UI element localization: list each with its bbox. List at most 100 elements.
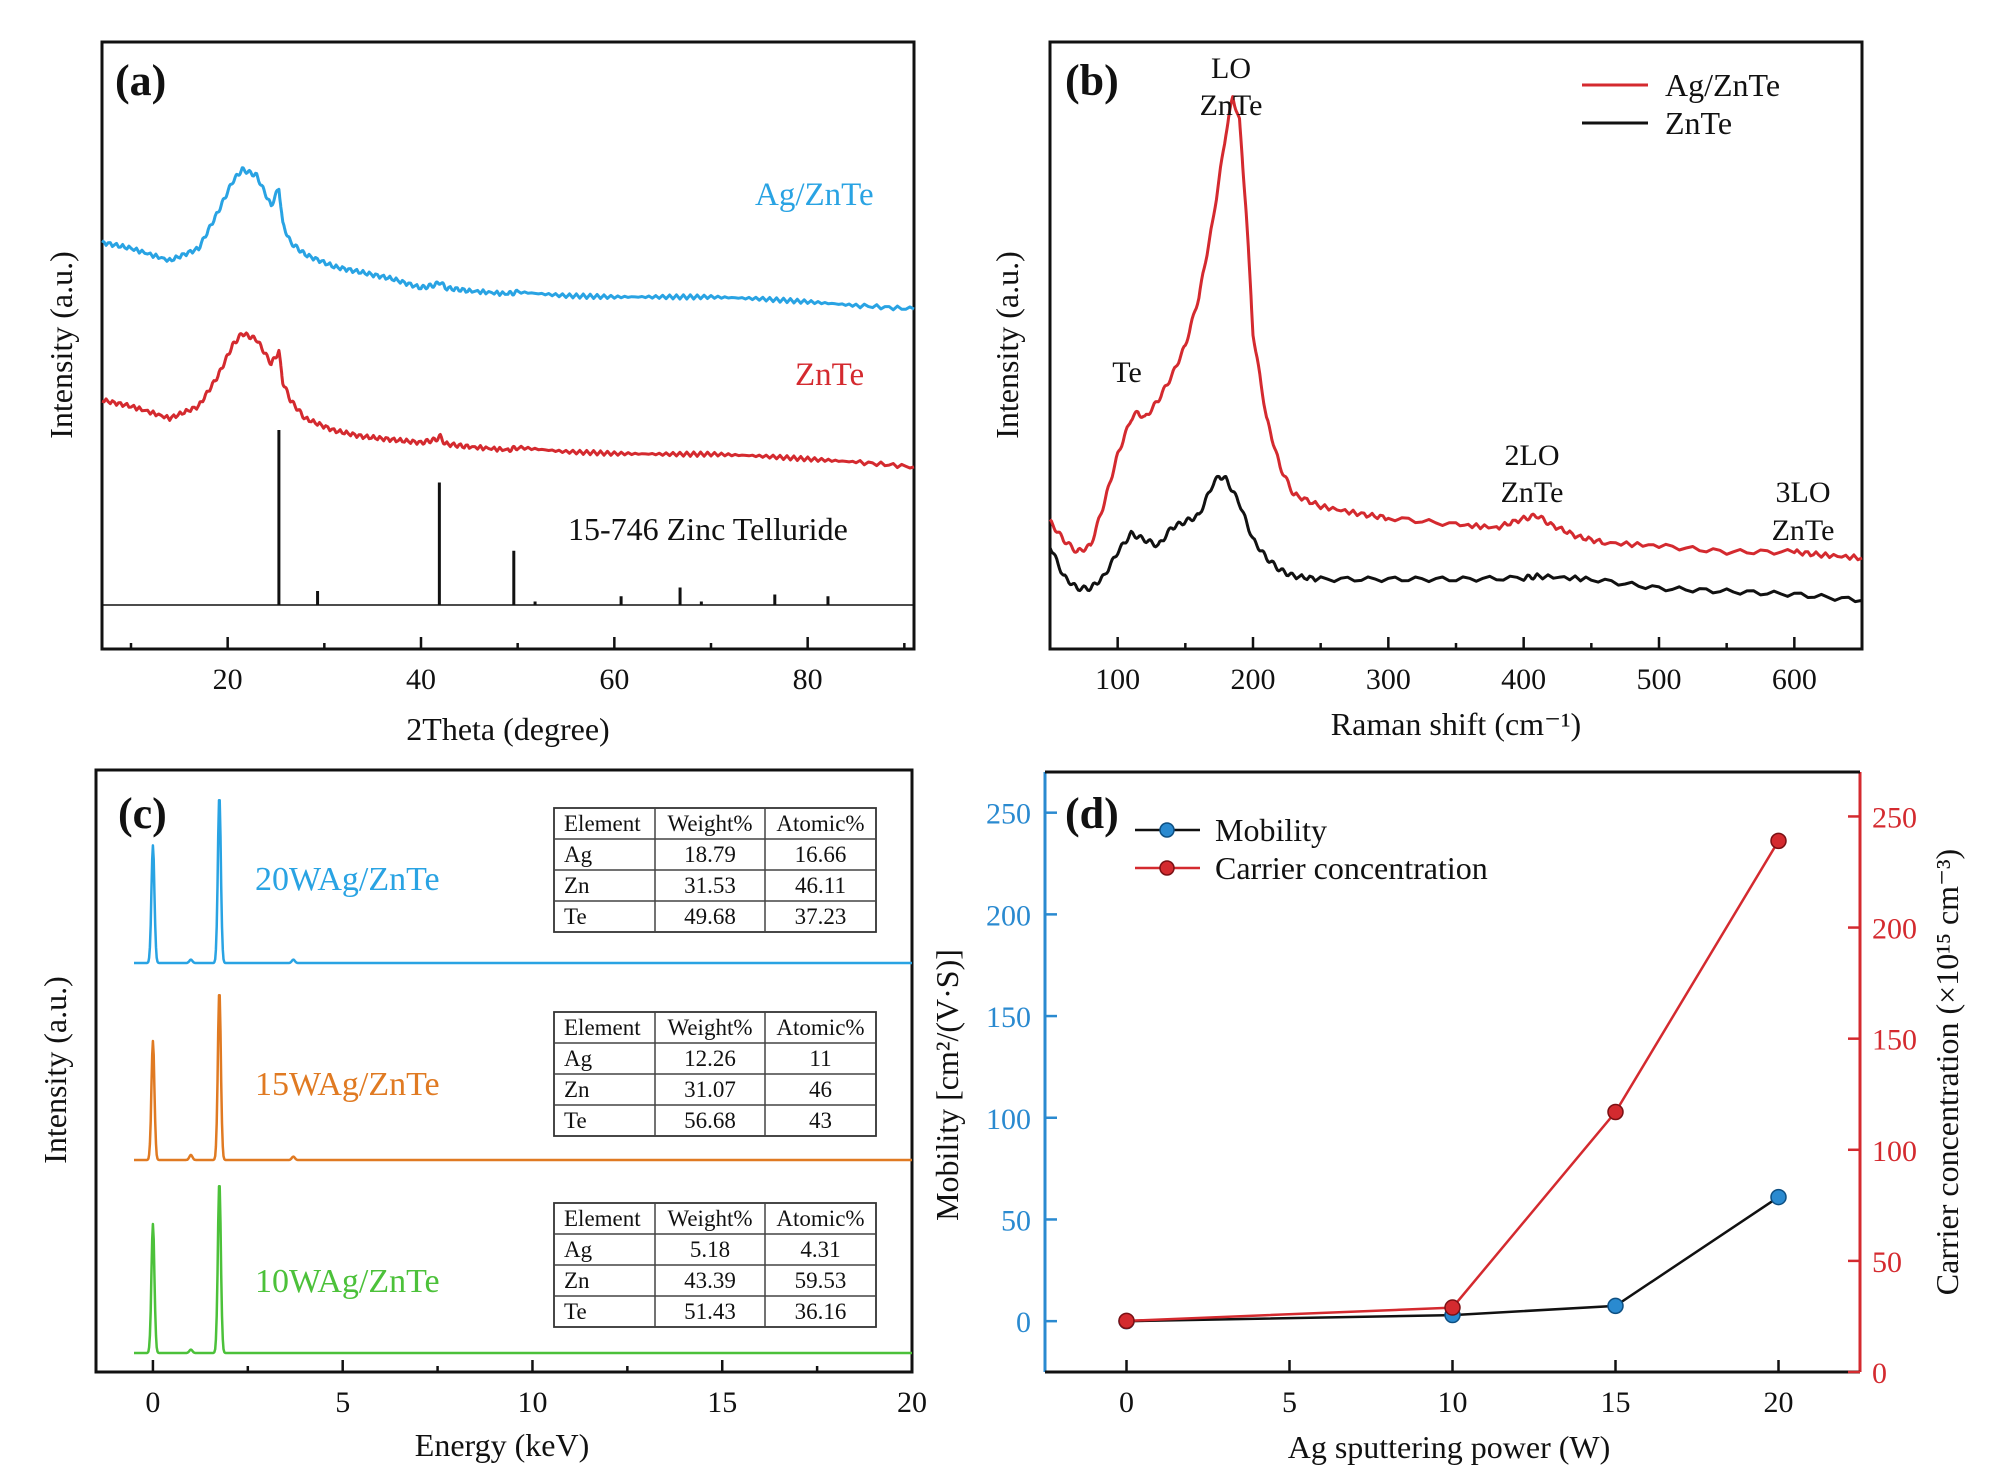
tick-label-d-left-5: 250 [986, 798, 1031, 831]
eds-table-header: Weight% [667, 1015, 752, 1040]
panel-d-label: (d) [1065, 789, 1119, 838]
tick-label-c-0: 0 [145, 1386, 160, 1419]
legend-b-znte-label: ZnTe [1665, 105, 1732, 141]
tick-label-c-2: 10 [517, 1386, 547, 1419]
eds-table-header: Weight% [667, 811, 752, 836]
legend-d-carrier-label: Carrier concentration [1215, 850, 1488, 886]
tick-label-a-1: 40 [406, 663, 436, 696]
tick-label-b-5: 600 [1772, 663, 1817, 696]
axis-label-x-b: Raman shift (cm⁻¹) [1331, 706, 1581, 742]
eds-table-cell: Ag [564, 1237, 593, 1262]
eds-table-cell: Te [564, 1108, 587, 1133]
tick-label-d-right-4: 200 [1872, 913, 1917, 946]
eds-table-cell: 31.53 [684, 873, 736, 898]
tick-label-d-right-5: 250 [1872, 801, 1917, 834]
tick-label-d-x-2: 10 [1438, 1386, 1468, 1419]
eds-table-cell: 18.79 [684, 842, 736, 867]
eds-table-15wag-znte: Element Weight% Atomic% Ag 12.26 11 Zn 31.07 46 T… [553, 1011, 877, 1137]
annot-b-2lo: 2LO [1505, 439, 1560, 472]
annot-c-10w: 10WAg/ZnTe [255, 1263, 440, 1300]
eds-table-cell: 59.53 [795, 1268, 847, 1293]
eds-table-cell: 43 [809, 1108, 832, 1133]
tick-label-d-left-1: 50 [1001, 1204, 1031, 1237]
annot-b-lo-sub: ZnTe [1200, 89, 1263, 122]
eds-table-cell: 12.26 [684, 1046, 736, 1071]
tick-label-a-0: 20 [213, 663, 243, 696]
eds-table-header: Element [564, 1015, 641, 1040]
eds-table-cell: Ag [564, 1046, 593, 1071]
eds-table-10wag-znte: Element Weight% Atomic% Ag 5.18 4.31 Zn 43.39 59… [553, 1202, 877, 1328]
series-b-znte [1048, 474, 1863, 604]
axis-label-x-a: 2Theta (degree) [406, 711, 609, 747]
tick-label-d-left-0: 0 [1016, 1306, 1031, 1339]
eds-table-cell: Te [564, 904, 587, 929]
axis-label-y-c: Intensity (a.u.) [37, 976, 73, 1164]
series-a-ag-znte [101, 166, 915, 312]
eds-table-cell: Zn [564, 1268, 590, 1293]
tick-label-a-2: 60 [599, 663, 629, 696]
tick-label-b-1: 200 [1231, 663, 1276, 696]
eds-table-cell: 43.39 [684, 1268, 736, 1293]
legend-d-carrier-marker [1159, 860, 1175, 876]
annot-c-20w: 20WAg/ZnTe [255, 861, 440, 898]
eds-table-cell: 46 [809, 1077, 832, 1102]
annot-b-3lo: 3LO [1776, 476, 1831, 509]
annot-b-te: Te [1112, 356, 1142, 389]
eds-table-cell: 16.66 [795, 842, 847, 867]
tick-label-d-x-0: 0 [1119, 1386, 1134, 1419]
axis-label-x-c: Energy (keV) [415, 1427, 589, 1463]
tick-label-b-2: 300 [1366, 663, 1411, 696]
legend-b-ag-znte-label: Ag/ZnTe [1665, 67, 1780, 103]
eds-table-cell: 31.07 [684, 1077, 736, 1102]
eds-table-cell: 4.31 [800, 1237, 840, 1262]
point-d-carrier-concentration-0 [1118, 1312, 1135, 1330]
tick-label-d-right-3: 150 [1872, 1024, 1917, 1057]
tick-label-b-0: 100 [1095, 663, 1140, 696]
eds-table-header: Atomic% [776, 811, 864, 836]
panel-c-label: (c) [118, 789, 167, 838]
eds-table-cell: 5.18 [690, 1237, 730, 1262]
eds-table-header: Atomic% [776, 1206, 864, 1231]
axis-label-y-a: Intensity (a.u.) [43, 251, 79, 439]
tick-label-b-3: 400 [1501, 663, 1546, 696]
annot-a-ag-znte: Ag/ZnTe [755, 177, 874, 213]
eds-table-header: Atomic% [776, 1015, 864, 1040]
tick-label-c-1: 5 [335, 1386, 350, 1419]
panel-b-frame [1048, 40, 1864, 651]
annot-a-reference: 15-746 Zinc Telluride [568, 511, 848, 547]
tick-label-a-3: 80 [793, 663, 823, 696]
point-d-carrier-concentration-3 [1770, 832, 1787, 850]
eds-table-cell: 49.68 [684, 904, 736, 929]
tick-label-d-right-1: 50 [1872, 1246, 1902, 1279]
series-a-znte [101, 331, 915, 470]
eds-table-cell: Zn [564, 1077, 590, 1102]
eds-table-cell: 46.11 [795, 873, 846, 898]
tick-label-c-4: 20 [897, 1386, 927, 1419]
annot-a-znte: ZnTe [795, 357, 864, 393]
tick-label-d-x-3: 15 [1601, 1386, 1631, 1419]
series-c-10wag-znte [133, 1185, 913, 1355]
tick-label-d-left-4: 200 [986, 899, 1031, 932]
tick-label-d-left-2: 100 [986, 1103, 1031, 1136]
eds-table-cell: 11 [809, 1046, 831, 1071]
eds-table-header: Element [564, 1206, 641, 1231]
annot-b-lo: LO [1211, 52, 1251, 85]
series-d-carrier-concentration-line [1126, 840, 1780, 1323]
axis-label-y-left-d: Mobility [cm²/(V·S)] [929, 949, 965, 1221]
eds-table-cell: Zn [564, 873, 590, 898]
legend-d-mobility-marker [1159, 822, 1175, 838]
axis-label-y-b: Intensity (a.u.) [989, 251, 1025, 439]
series-b-ag-znte [1048, 95, 1863, 562]
panel-a-frame [100, 40, 916, 651]
eds-table-cell: 36.16 [795, 1299, 847, 1324]
panel-b: (b) 100 200 300 400 500 600 Ag/ZnTe ZnTe Te L… [989, 40, 1864, 742]
tick-label-d-x-4: 20 [1764, 1386, 1794, 1419]
annot-c-15w: 15WAg/ZnTe [255, 1066, 440, 1103]
axis-label-x-d: Ag sputtering power (W) [1288, 1429, 1611, 1465]
panel-d: (d) 0 5 10 15 200501001502002500501001502002… [929, 770, 1965, 1465]
series-c-15wag-znte [133, 993, 913, 1162]
tick-label-d-right-2: 100 [1872, 1135, 1917, 1168]
tick-label-d-x-1: 5 [1282, 1386, 1297, 1419]
eds-table-cell: 56.68 [684, 1108, 736, 1133]
